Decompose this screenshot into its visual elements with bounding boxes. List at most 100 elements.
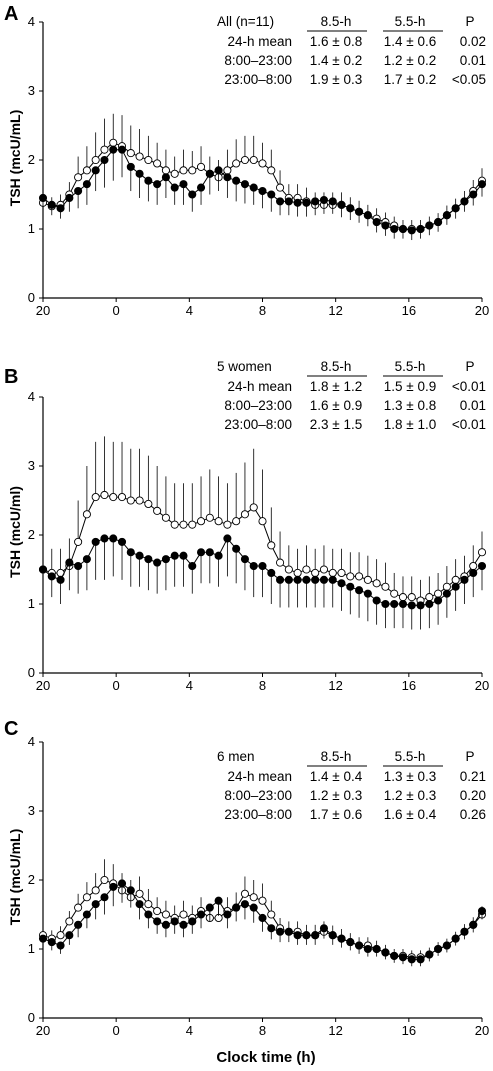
data-point-open [451, 575, 460, 584]
x-tick-label: 0 [113, 1023, 120, 1038]
y-tick-label: 4 [28, 734, 35, 749]
data-point-filled [135, 551, 144, 560]
data-point-open [179, 910, 188, 919]
data-point-filled [460, 575, 469, 584]
data-point-filled [38, 193, 48, 202]
data-point-open [91, 492, 100, 502]
data-point-filled [390, 599, 399, 609]
data-point-filled [469, 920, 478, 929]
data-point-filled [214, 551, 223, 560]
data-point-filled [214, 166, 223, 175]
data-point-open [276, 558, 285, 567]
data-point-filled [126, 548, 135, 557]
panel-c-stats-table: 6 men 8.5-h 5.5-h P 24-h mean 1.4 ± 0.4 … [217, 749, 486, 822]
stats-row-55h: 1.7 ± 0.2 [384, 72, 436, 87]
data-point-filled [302, 198, 311, 207]
x-tick-label: 12 [328, 303, 342, 318]
data-point-open [284, 565, 293, 574]
data-point-filled [135, 900, 144, 909]
data-point-filled [328, 575, 337, 584]
data-point-open [196, 162, 206, 171]
stats-header-p: P [465, 14, 474, 29]
y-tick-label: 2 [28, 872, 35, 887]
y-tick-label: 0 [28, 665, 35, 680]
stats-row-85h: 1.4 ± 0.2 [310, 53, 362, 68]
data-point-filled [232, 903, 241, 912]
data-point-open [249, 503, 258, 512]
stats-row-55h: 1.3 ± 0.3 [384, 769, 436, 784]
data-point-open [390, 589, 399, 598]
stats-row-p: <0.01 [452, 379, 486, 394]
stats-row-85h: 1.9 ± 0.3 [310, 72, 362, 87]
data-point-filled [284, 575, 293, 584]
data-point-open [100, 145, 109, 154]
x-tick-label: 16 [402, 678, 416, 693]
data-point-filled [407, 601, 416, 610]
data-point-filled [319, 195, 329, 205]
data-point-filled [293, 198, 302, 207]
data-point-filled [477, 907, 487, 916]
data-point-open [188, 520, 197, 529]
data-point-filled [47, 572, 56, 581]
data-point-open [214, 517, 223, 526]
panel-a-stats-table: All (n=11) 8.5-h 5.5-h P 24-h mean 1.6 ±… [217, 14, 486, 87]
data-point-open [328, 568, 337, 578]
panel-c-series [38, 859, 487, 967]
data-point-open [153, 506, 162, 515]
data-point-filled [205, 903, 214, 912]
data-point-filled [153, 558, 162, 567]
stats-row-85h: 1.4 ± 0.4 [310, 769, 363, 784]
data-point-open [74, 537, 83, 546]
data-point-filled [337, 579, 346, 588]
data-point-filled [144, 910, 153, 919]
stats-row-label: 24-h mean [227, 34, 292, 49]
stats-row-85h: 1.6 ± 0.9 [310, 398, 362, 413]
data-point-filled [161, 173, 170, 182]
data-point-filled [381, 948, 390, 957]
data-point-filled [91, 900, 100, 909]
data-point-filled [416, 601, 425, 610]
x-tick-label: 16 [402, 1023, 416, 1038]
data-point-filled [82, 910, 91, 919]
data-point-open [179, 166, 188, 175]
data-point-open [223, 520, 232, 529]
data-point-filled [407, 955, 416, 964]
data-point-filled [161, 555, 170, 564]
data-point-open [170, 169, 179, 178]
data-point-filled [346, 938, 355, 947]
data-point-filled [65, 558, 74, 567]
data-point-filled [170, 183, 179, 192]
data-point-open [319, 565, 329, 574]
x-tick-label: 0 [113, 303, 120, 318]
y-tick-label: 4 [28, 389, 35, 404]
data-point-filled [267, 190, 276, 199]
data-point-filled [355, 207, 364, 216]
data-point-open [276, 183, 285, 192]
x-tick-label: 20 [475, 678, 489, 693]
data-point-filled [258, 913, 267, 923]
data-point-open [355, 572, 364, 581]
data-point-filled [56, 941, 65, 950]
data-point-filled [442, 589, 451, 598]
data-point-filled [232, 176, 241, 185]
y-tick-label: 3 [28, 458, 35, 473]
data-point-filled [319, 924, 329, 933]
data-point-filled [179, 180, 188, 189]
data-point-filled [38, 934, 48, 943]
stats-row-p: <0.01 [452, 417, 486, 432]
data-point-filled [355, 586, 364, 595]
series-8-5h [38, 436, 487, 605]
data-point-filled [302, 931, 311, 940]
x-tick-label: 20 [475, 303, 489, 318]
data-point-open [469, 562, 478, 571]
series-8-5h [38, 113, 487, 234]
data-point-filled [477, 180, 487, 189]
data-point-open [109, 492, 118, 502]
data-point-open [91, 155, 100, 165]
data-point-filled [425, 950, 434, 959]
data-point-filled [74, 920, 83, 929]
data-point-open [223, 166, 232, 175]
data-point-open [293, 568, 302, 578]
